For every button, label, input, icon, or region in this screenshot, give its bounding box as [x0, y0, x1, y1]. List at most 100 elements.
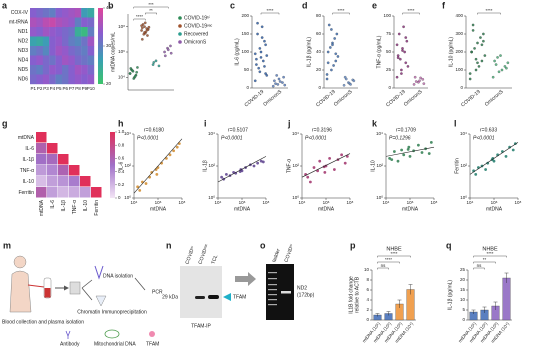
point [256, 21, 259, 25]
heat-cell [87, 8, 95, 18]
point [345, 154, 349, 158]
point [164, 54, 167, 58]
point [169, 51, 173, 55]
column-label: P5 [56, 86, 62, 91]
panel-label: o [260, 240, 266, 250]
y-axis-label: IL-1β (pg/mL) [447, 280, 453, 310]
y-axis-label: mtDNA copies/mL [110, 32, 116, 72]
error-bar [482, 306, 487, 313]
point [402, 25, 405, 29]
heat-cell [87, 27, 95, 37]
point [282, 75, 285, 79]
column-label: P7 [69, 86, 75, 91]
stat-r: r=0.6180 [144, 127, 164, 133]
heat-cell [87, 74, 95, 85]
heat-cell [55, 46, 63, 56]
corr-cell [36, 176, 47, 187]
sig-label: ns [381, 263, 387, 268]
point [336, 55, 340, 58]
y-tick-label: 10⁴ [208, 131, 215, 136]
point [169, 44, 172, 48]
point [306, 175, 310, 179]
x-tick-label: 10⁶ [155, 200, 162, 205]
point [136, 66, 139, 69]
y-tick-label: 10⁴ [376, 131, 383, 136]
heat-cell [74, 36, 82, 47]
heat-cell [81, 27, 88, 37]
point [138, 188, 142, 192]
point [253, 52, 257, 56]
heat-cell [74, 74, 82, 85]
y-tick-label: 0 [318, 85, 321, 90]
band-label: ND2 [297, 285, 307, 291]
point [265, 54, 269, 57]
panel-label: e [372, 0, 377, 10]
point [262, 59, 265, 63]
heat-cell [42, 55, 50, 66]
blood-line [27, 284, 45, 288]
point [402, 153, 406, 157]
point [403, 50, 406, 54]
sig-bracket [473, 255, 507, 258]
heat-cell [30, 46, 37, 56]
point [483, 54, 487, 57]
point [331, 43, 334, 47]
y-tick-label: 200 [455, 49, 463, 54]
lane-label: COVIDᵛᵃᶜ [197, 243, 210, 265]
point [471, 23, 475, 27]
point [390, 158, 394, 162]
heat-cell [74, 55, 82, 66]
point [418, 79, 421, 83]
column-label: Ferritin [94, 200, 100, 216]
heat-cell [81, 65, 88, 75]
point [511, 148, 515, 152]
point [141, 38, 144, 41]
point [253, 79, 257, 83]
band [281, 291, 291, 294]
column-label: TNF-α [72, 200, 78, 214]
y-tick-label: 100 [383, 13, 391, 18]
y-tick-label: 10 [364, 267, 370, 272]
x-tick-label: 10⁴ [383, 200, 390, 205]
point [327, 23, 331, 27]
heat-cell [42, 65, 50, 75]
point [259, 56, 263, 59]
y-tick-label: 15 [460, 287, 466, 292]
sig-bracket [377, 267, 389, 270]
point [220, 175, 224, 179]
x-tick-label: OmicronS [403, 89, 424, 108]
y-tick-label: 10⁸ [118, 24, 125, 29]
y-tick-label: 10⁰ [208, 195, 215, 200]
y-axis-label: IL-6 (pg/mL) [234, 38, 240, 66]
sig-bracket [477, 12, 501, 15]
step-text: Chromatin Immunoprecipitation [77, 309, 147, 315]
point [143, 25, 146, 28]
point [400, 72, 403, 75]
sig-label: **** [337, 8, 344, 13]
band-label: TFAM [233, 294, 246, 300]
panel-label: g [2, 118, 8, 128]
y-tick-label: 10² [376, 163, 383, 168]
sig-label: **** [407, 8, 414, 13]
marker-label: 29 kDa [162, 294, 178, 300]
point [326, 61, 330, 65]
chart-title: NHBE [482, 246, 498, 252]
point [152, 61, 156, 64]
heat-cell [42, 46, 50, 56]
arrow [134, 277, 146, 291]
point [499, 54, 502, 57]
legend-marker [178, 32, 182, 36]
corr-cell [47, 176, 58, 187]
y-axis-label: IL-1β [202, 160, 208, 172]
lane-label: TCL [210, 254, 219, 265]
point [496, 56, 499, 59]
y-axis-label: IL-10 (pg/mL) [448, 37, 454, 67]
x-tick-label: 10⁸ [347, 200, 354, 205]
stat-p: P<0.0001 [137, 135, 159, 141]
heat-cell [49, 8, 56, 18]
stat-p: P<0.0001 [221, 135, 243, 141]
point [326, 50, 330, 54]
chart-title: NHBE [386, 246, 402, 252]
panel-label: q [446, 240, 452, 250]
sig-label: **** [266, 8, 273, 13]
